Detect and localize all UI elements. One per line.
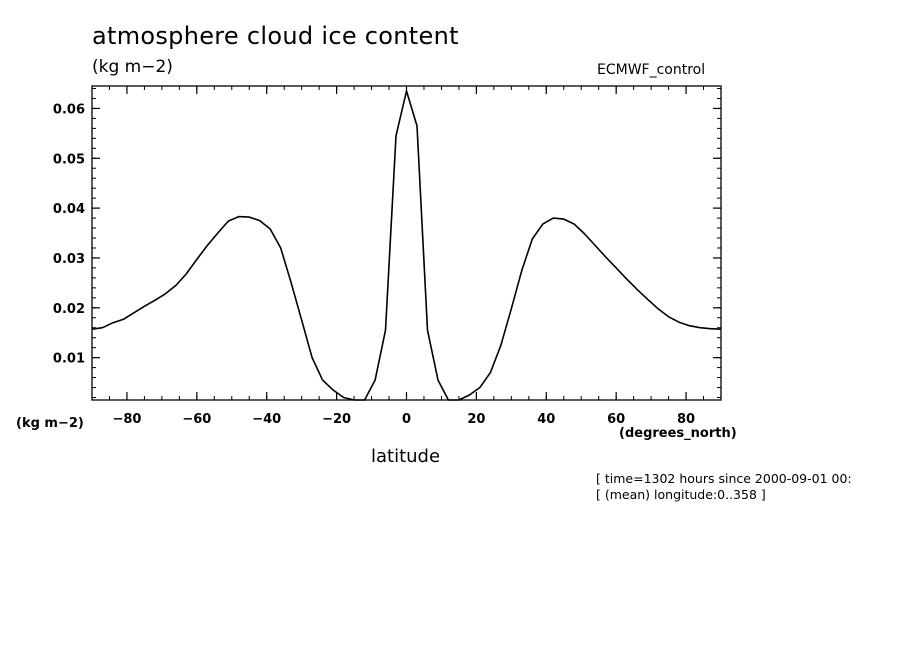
plot-frame bbox=[91, 85, 722, 401]
y-tick-label: 0.04 bbox=[53, 202, 85, 217]
y-tick-label: 0.06 bbox=[53, 102, 85, 117]
x-units-label: (degrees_north) bbox=[619, 426, 737, 441]
x-tick-label: 40 bbox=[537, 412, 555, 427]
units-label-top: (kg m−2) bbox=[92, 57, 173, 77]
y-tick-label: 0.02 bbox=[53, 302, 85, 317]
x-tick-label: −40 bbox=[252, 412, 281, 427]
longitude-note: [ (mean) longitude:0..358 ] bbox=[596, 487, 766, 502]
x-tick-label: 80 bbox=[677, 412, 695, 427]
source-label: ECMWF_control bbox=[597, 62, 706, 78]
y-tick-label: 0.05 bbox=[53, 152, 85, 167]
x-tick-label: −80 bbox=[112, 412, 141, 427]
y-units-label: (kg m−2) bbox=[16, 416, 84, 431]
chart-title: atmosphere cloud ice content bbox=[92, 22, 459, 50]
x-tick-label: 60 bbox=[607, 412, 625, 427]
y-tick-label: 0.01 bbox=[53, 352, 85, 367]
x-tick-label: −20 bbox=[322, 412, 351, 427]
x-axis-label: latitude bbox=[371, 446, 441, 467]
x-tick-label: 20 bbox=[467, 412, 485, 427]
x-tick-label: 0 bbox=[402, 412, 411, 427]
time-note: [ time=1302 hours since 2000-09-01 00: bbox=[596, 471, 852, 486]
y-tick-label: 0.03 bbox=[53, 252, 85, 267]
data-series-line bbox=[91, 90, 722, 401]
x-tick-label: −60 bbox=[182, 412, 211, 427]
